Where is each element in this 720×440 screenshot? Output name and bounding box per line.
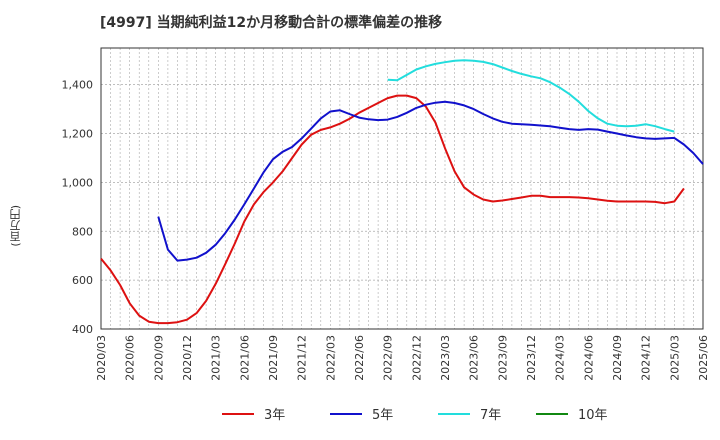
series-line-3年 [100, 94, 685, 325]
series-line-7年 [387, 59, 675, 133]
x-tick-label: 2023/09 [496, 335, 509, 381]
x-tick-label: 2025/03 [668, 335, 681, 381]
x-tick-label: 2020/12 [181, 335, 194, 381]
x-tick-label: 2024/12 [640, 335, 653, 381]
plot-area [101, 48, 703, 329]
plot-border [100, 47, 704, 330]
x-tick-label: 2023/06 [468, 335, 481, 381]
y-tick-label: 1,200 [62, 128, 94, 141]
legend-label: 5年 [372, 408, 393, 423]
x-tick-label: 2023/03 [439, 335, 452, 381]
x-tick-label: 2024/06 [582, 335, 595, 381]
legend-label: 3年 [264, 408, 285, 423]
y-tick-label: 1,000 [62, 176, 94, 189]
legend-label: 7年 [480, 408, 501, 423]
x-tick-label: 2021/03 [210, 335, 223, 381]
y-tick-label: 1,400 [62, 79, 94, 92]
legend-label: 10年 [578, 408, 608, 423]
x-tick-label: 2020/06 [124, 335, 137, 381]
x-tick-label: 2024/03 [554, 335, 567, 381]
x-tick-label: 2020/03 [95, 335, 108, 381]
x-tick-label: 2025/06 [697, 335, 710, 381]
y-tick-label: 600 [72, 274, 93, 287]
series-line-5年 [157, 100, 704, 262]
x-tick-label: 2023/12 [525, 335, 538, 381]
x-tick-label: 2024/09 [611, 335, 624, 381]
chart-title: [4997] 当期純利益12か月移動合計の標準偏差の推移 [100, 15, 443, 31]
y-tick-label: 800 [72, 225, 93, 238]
x-tick-label: 2022/06 [353, 335, 366, 381]
y-tick-label: 400 [72, 323, 93, 336]
x-tick-label: 2022/12 [410, 335, 423, 381]
x-tick-label: 2022/03 [324, 335, 337, 381]
x-tick-label: 2021/06 [238, 335, 251, 381]
x-tick-label: 2020/09 [152, 335, 165, 381]
x-tick-label: 2021/12 [296, 335, 309, 381]
x-tick-label: 2022/09 [382, 335, 395, 381]
x-tick-label: 2021/09 [267, 335, 280, 381]
